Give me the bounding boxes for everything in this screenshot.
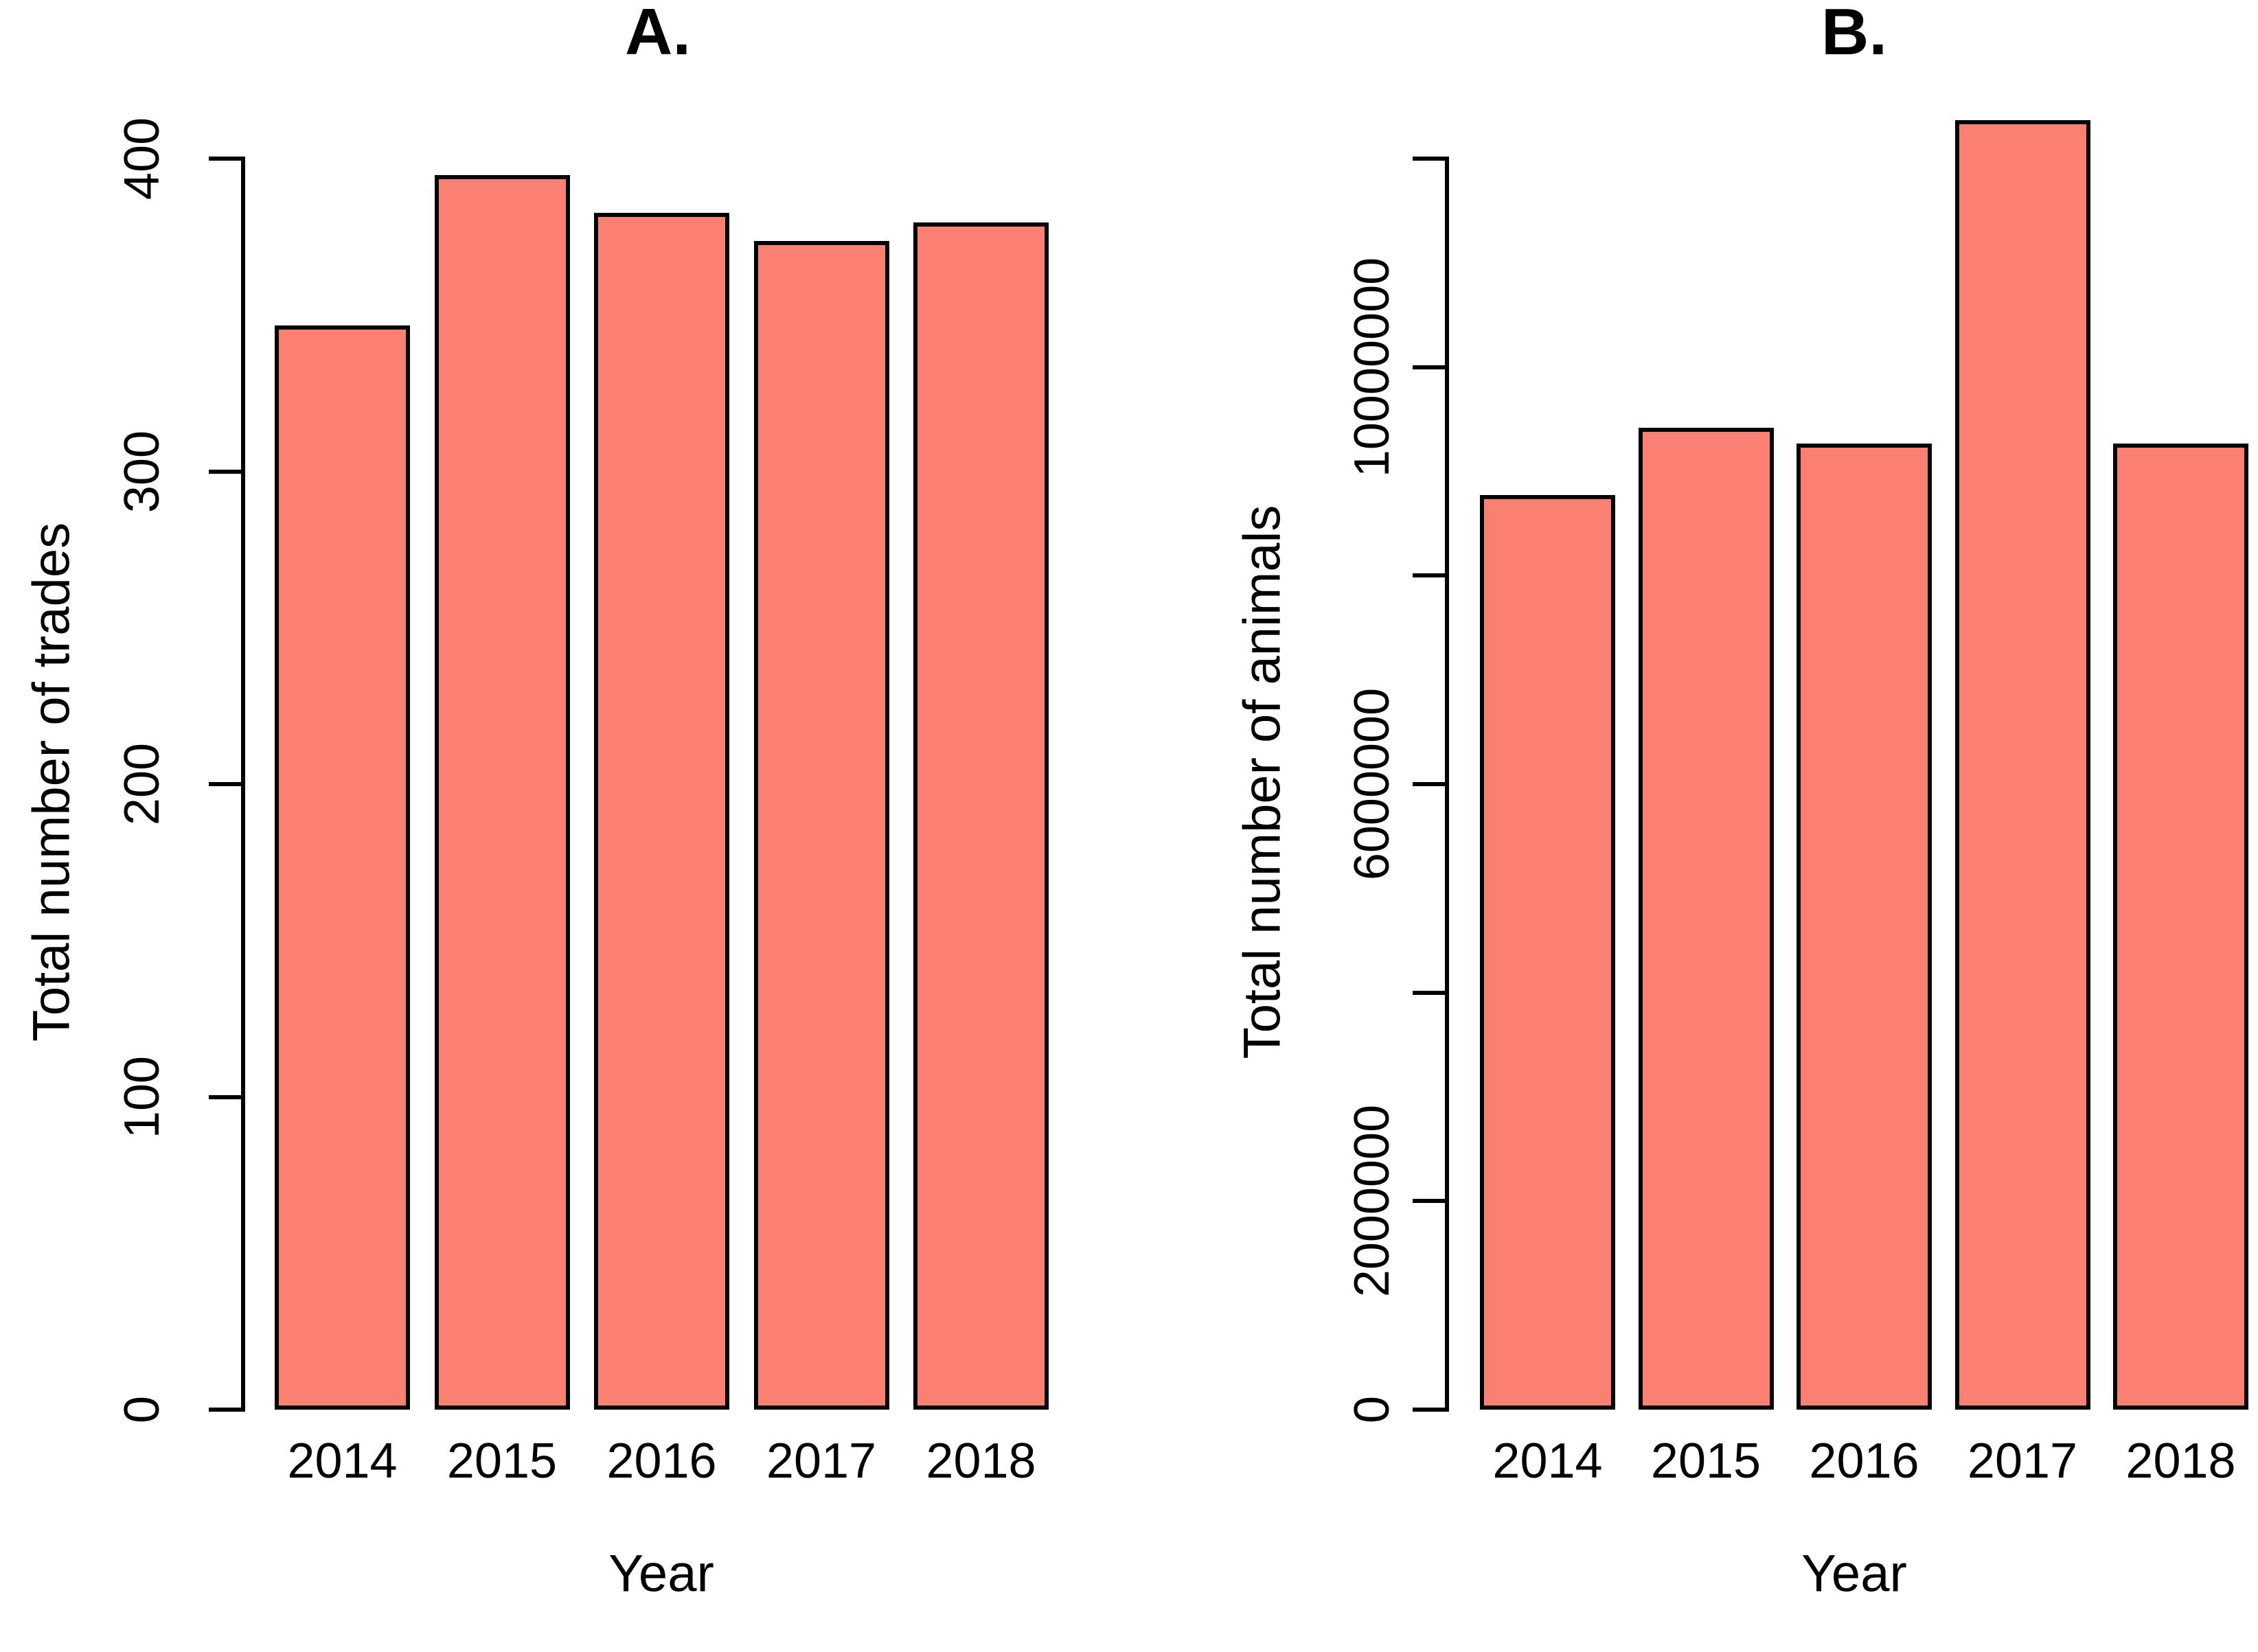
panel-a-x-axis-label: Year: [608, 1544, 714, 1603]
y-tick: [209, 1408, 241, 1412]
y-tick-label: 0: [115, 1395, 170, 1424]
bar-2014: [1480, 495, 1615, 1410]
y-axis-line: [1445, 157, 1449, 1412]
panel-a-y-axis-label: Total number of trades: [22, 522, 81, 1042]
panel-b-x-axis-label: Year: [1801, 1544, 1907, 1603]
y-tick: [209, 157, 241, 161]
y-tick: [1413, 782, 1445, 786]
x-category-label: 2016: [606, 1434, 717, 1489]
x-category-label: 2014: [1492, 1434, 1603, 1489]
y-tick: [1413, 157, 1445, 161]
y-tick-label: 300: [115, 430, 170, 513]
y-tick: [1413, 573, 1445, 578]
y-tick-label: 400: [115, 117, 170, 200]
y-tick: [209, 1094, 241, 1099]
y-tick-label: 0: [1345, 1395, 1400, 1424]
y-tick: [1413, 990, 1445, 995]
panel-a-title: A.: [625, 0, 691, 69]
panel-b-y-axis-label: Total number of animals: [1233, 505, 1292, 1059]
bar-2017: [753, 240, 889, 1410]
bar-2018: [913, 222, 1049, 1410]
y-tick: [1413, 365, 1445, 369]
y-tick: [1413, 1199, 1445, 1204]
y-tick: [209, 469, 241, 474]
bar-2014: [275, 325, 410, 1410]
x-category-label: 2017: [1967, 1434, 2078, 1489]
y-tick: [209, 782, 241, 786]
x-category-label: 2014: [287, 1434, 398, 1489]
x-category-label: 2016: [1809, 1434, 1919, 1489]
y-tick-label: 2000000: [1345, 1105, 1400, 1298]
x-category-label: 2017: [766, 1434, 877, 1489]
x-category-label: 2018: [2125, 1434, 2236, 1489]
y-tick-label: 200: [115, 742, 170, 826]
y-tick-label: 100: [115, 1055, 170, 1138]
bar-2016: [594, 212, 729, 1410]
x-category-label: 2015: [1650, 1434, 1761, 1489]
y-axis-line: [241, 157, 245, 1412]
bar-2015: [434, 175, 570, 1410]
y-tick-label: 10000000: [1345, 257, 1400, 477]
panel-b-title: B.: [1821, 0, 1887, 69]
bar-2016: [1797, 443, 1932, 1410]
y-tick-label: 6000000: [1345, 687, 1400, 881]
bar-2018: [2113, 443, 2248, 1410]
bar-2017: [1954, 119, 2090, 1410]
x-category-label: 2015: [446, 1434, 558, 1489]
y-tick: [1413, 1408, 1445, 1412]
bar-2015: [1638, 427, 1774, 1410]
x-category-label: 2018: [926, 1434, 1036, 1489]
